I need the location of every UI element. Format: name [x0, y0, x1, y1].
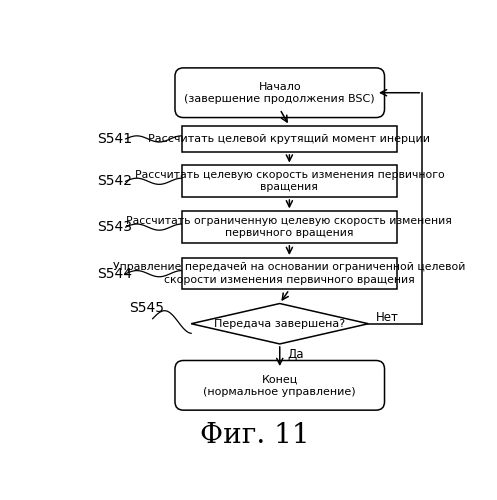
Text: Начало
(завершение продолжения BSC): Начало (завершение продолжения BSC)	[184, 82, 375, 104]
Text: Фиг. 11: Фиг. 11	[200, 422, 310, 449]
Text: S544: S544	[97, 266, 132, 280]
Text: S545: S545	[130, 301, 165, 315]
Text: S542: S542	[97, 174, 132, 188]
Text: Рассчитать целевую скорость изменения первичного
вращения: Рассчитать целевую скорость изменения пе…	[135, 170, 444, 192]
Bar	[181, 258, 397, 290]
Text: Рассчитать ограниченную целевую скорость изменения
первичного вращения: Рассчитать ограниченную целевую скорость…	[126, 216, 452, 238]
Bar	[181, 126, 397, 152]
Polygon shape	[191, 304, 368, 344]
Bar	[181, 212, 397, 243]
Text: Рассчитать целевой крутящий момент инерции: Рассчитать целевой крутящий момент инерц…	[149, 134, 430, 144]
Text: Нет: Нет	[376, 312, 399, 324]
Text: Да: Да	[287, 348, 304, 361]
FancyBboxPatch shape	[175, 360, 385, 410]
Text: S543: S543	[97, 220, 132, 234]
Text: Передача завершена?: Передача завершена?	[214, 318, 345, 328]
Text: Управление передачей на основании ограниченной целевой
скорости изменения первич: Управление передачей на основании ограни…	[113, 262, 466, 285]
Bar	[181, 166, 397, 197]
FancyBboxPatch shape	[175, 68, 385, 117]
Text: Конец
(нормальное управление): Конец (нормальное управление)	[203, 374, 356, 396]
Text: S541: S541	[97, 132, 132, 146]
